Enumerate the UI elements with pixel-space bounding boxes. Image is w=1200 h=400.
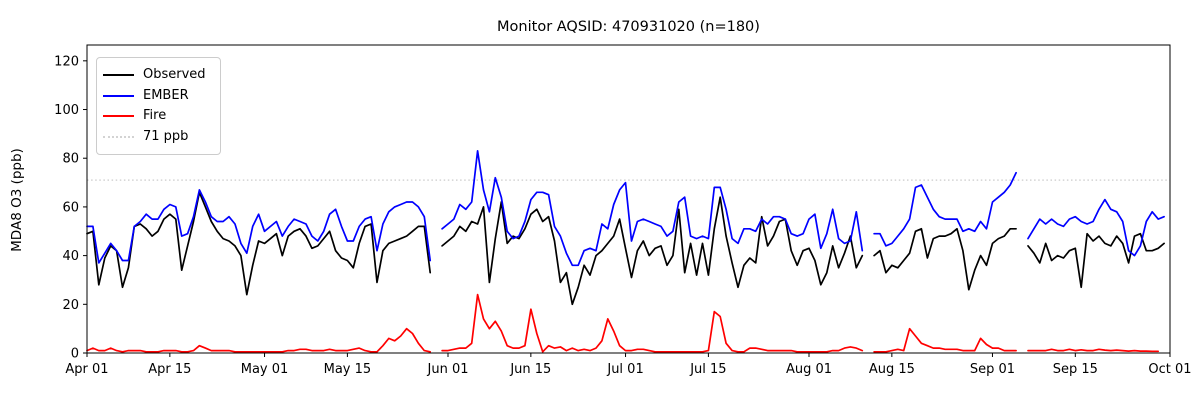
ember-line-icon	[103, 94, 134, 97]
x-tick-label: Jul 01	[606, 362, 643, 377]
legend-label-fire: Fire	[143, 108, 167, 123]
series-line-fire	[86, 293, 1160, 353]
x-tick-label: Oct 01	[1148, 362, 1191, 377]
y-tick-label: 0	[71, 347, 79, 362]
y-axis-title: MDA8 O3 (ppb)	[9, 148, 25, 252]
x-tick-label: Jun 01	[427, 362, 469, 377]
threshold-line-icon	[103, 135, 134, 138]
y-tick-label: 60	[62, 200, 79, 215]
x-tick-label: Sep 01	[970, 362, 1015, 377]
legend-label-threshold: 71 ppb	[143, 128, 189, 144]
chart-title: Monitor AQSID: 470931020 (n=180)	[497, 19, 760, 35]
series-line-ember	[86, 150, 1165, 267]
legend-item-threshold: 71 ppb	[103, 127, 206, 148]
x-tick-label: Aug 15	[869, 362, 915, 377]
y-tick-label: 80	[62, 152, 79, 167]
y-tick-label: 20	[62, 298, 79, 313]
x-tick-label: May 15	[324, 362, 372, 377]
observed-line-icon	[103, 74, 134, 77]
legend: Observed EMBER Fire 71 ppb	[96, 57, 221, 155]
x-tick-label: Jul 15	[689, 362, 726, 377]
y-tick-label: 120	[54, 54, 79, 69]
legend-label-observed: Observed	[143, 67, 206, 82]
y-tick-label: 100	[54, 103, 79, 118]
legend-item-fire: Fire	[103, 106, 206, 127]
x-tick-label: Sep 15	[1053, 362, 1098, 377]
series-line-observed	[86, 191, 1165, 306]
legend-label-ember: EMBER	[143, 87, 189, 103]
x-tick-label: Apr 15	[148, 362, 191, 377]
fire-line-icon	[103, 115, 134, 118]
legend-item-ember: EMBER	[103, 86, 206, 107]
x-tick-label: Aug 01	[786, 362, 832, 377]
axes-frame	[86, 44, 1171, 354]
legend-item-observed: Observed	[103, 65, 206, 86]
x-tick-label: May 01	[241, 362, 289, 377]
x-tick-label: Jun 15	[509, 362, 551, 377]
x-tick-label: Apr 01	[65, 362, 108, 377]
y-tick-label: 40	[62, 249, 79, 264]
